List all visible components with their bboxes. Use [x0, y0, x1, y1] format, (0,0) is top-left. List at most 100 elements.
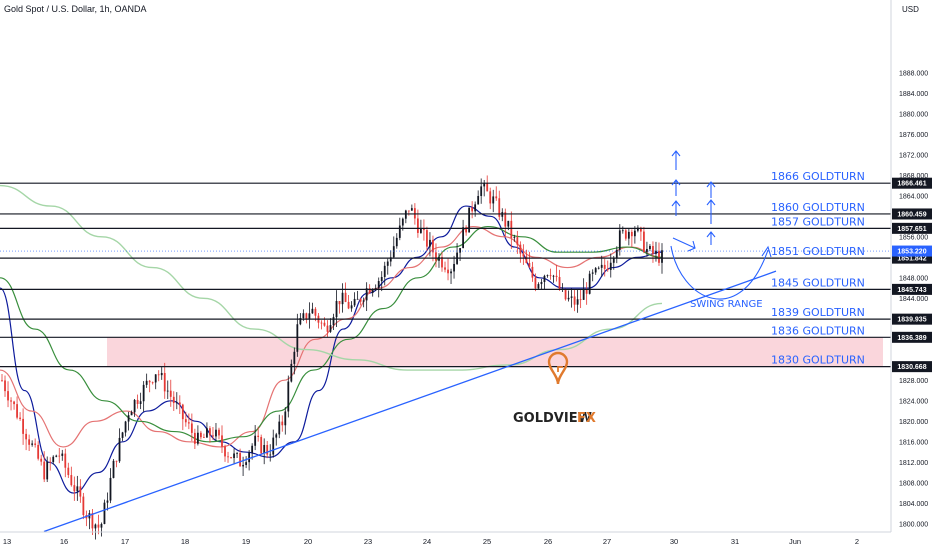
candle [124, 420, 127, 437]
candle [624, 229, 627, 241]
price-tick-label: 1820.000 [899, 419, 928, 426]
candle [37, 441, 40, 461]
price-tick-label: 1880.000 [899, 111, 928, 118]
price-tags: 1866.461 1860.459 1857.651 1851.842 1845.743… [892, 177, 932, 373]
candle [133, 398, 136, 417]
current-price-tag [892, 245, 932, 257]
candle [531, 261, 534, 282]
candle [398, 217, 401, 241]
time-tick-label: 26 [544, 537, 552, 546]
candle [558, 269, 561, 291]
candle [287, 375, 290, 418]
candle [136, 394, 139, 409]
candle [380, 271, 383, 292]
level-price-tag [892, 222, 932, 234]
candle [519, 241, 522, 263]
level-price-tag-text: 1830.668 [897, 364, 926, 371]
candle [432, 235, 434, 262]
candle [187, 413, 190, 430]
level-label: 1830 GOLDTURN [771, 354, 865, 367]
candle [212, 427, 214, 440]
candle [284, 407, 287, 435]
candle [504, 208, 507, 237]
time-tick-label: 18 [181, 537, 189, 546]
candle [118, 428, 121, 463]
candle [633, 226, 636, 244]
candle [404, 209, 407, 224]
candle [576, 289, 579, 313]
price-tick-label: 1868.000 [899, 173, 928, 180]
current-price-tag-text: 1853.220 [897, 249, 926, 256]
candle [49, 457, 52, 471]
arrows-layer [671, 150, 772, 258]
support-zone [107, 337, 883, 367]
candle [34, 438, 37, 448]
price-tick-label: 1856.000 [899, 234, 928, 241]
candle [353, 292, 356, 307]
price-tick-label: 1872.000 [899, 152, 928, 159]
candle [649, 244, 651, 252]
level-price-tag [892, 177, 932, 189]
candle [163, 362, 166, 399]
trendline [43, 270, 777, 533]
level-label: 1839 GOLDTURN [771, 306, 865, 319]
candle [555, 265, 558, 282]
candle [609, 253, 612, 278]
candle [630, 229, 633, 247]
candle [10, 397, 12, 411]
candle [79, 479, 82, 503]
candle [281, 415, 284, 432]
candle [272, 429, 275, 458]
candle [407, 210, 410, 216]
chart-title: Gold Spot / U.S. Dollar, 1h, OANDA [4, 4, 147, 14]
candle [450, 268, 452, 284]
candle [350, 301, 353, 312]
candle [420, 219, 422, 234]
candle [103, 499, 106, 525]
candle [67, 462, 70, 479]
candle [392, 236, 395, 259]
candle [73, 476, 76, 501]
candle [13, 400, 15, 410]
candle [480, 178, 483, 204]
candle [31, 440, 34, 447]
candle [169, 379, 172, 407]
time-axis: 13 16 17 18 19 20 23 24 25 26 27 30 31 Jun 2 [3, 537, 859, 546]
candle [341, 283, 344, 313]
price-tick-label: 1812.000 [899, 460, 928, 467]
candle [242, 456, 244, 476]
candle [658, 242, 660, 266]
candle [594, 266, 597, 275]
price-tick-label: 1864.000 [899, 193, 928, 200]
candle [266, 441, 269, 459]
candle [426, 226, 428, 251]
candle [344, 282, 347, 303]
candle [151, 381, 154, 385]
candle [646, 241, 648, 257]
candle [115, 460, 118, 468]
price-tick-label: 1848.000 [899, 275, 928, 282]
candle [106, 492, 109, 511]
candle [166, 380, 169, 400]
candle [58, 448, 61, 464]
candle [61, 449, 64, 461]
candle [200, 430, 202, 440]
time-tick-label: 17 [121, 537, 129, 546]
candle [600, 255, 603, 277]
candle [435, 243, 437, 268]
candle [640, 226, 642, 241]
candle [157, 370, 160, 382]
candle [52, 455, 55, 465]
candle [528, 251, 531, 269]
level-price-tag [892, 361, 932, 373]
candle [121, 431, 124, 442]
watermark-brand: GOLDVIEW [513, 411, 592, 426]
candle [501, 208, 504, 222]
candle [275, 432, 278, 446]
price-tick-label: 1828.000 [899, 378, 928, 385]
candles-layer [1, 175, 663, 540]
candle [196, 425, 199, 446]
candle [588, 270, 591, 295]
price-tick-label: 1808.000 [899, 480, 928, 487]
